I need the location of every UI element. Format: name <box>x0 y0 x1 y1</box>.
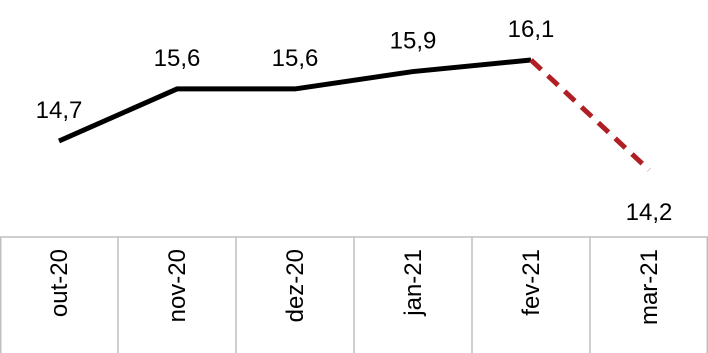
data-labels: 14,7 15,6 15,6 15,9 16,1 14,2 <box>36 16 673 226</box>
series-line-projection <box>529 58 651 172</box>
data-label: 16,1 <box>508 16 555 43</box>
x-axis <box>0 236 708 353</box>
data-label: 15,6 <box>154 45 201 72</box>
data-label: 14,2 <box>626 199 673 226</box>
series-lines <box>57 57 651 172</box>
series-line-actual <box>57 57 532 144</box>
data-label: 14,7 <box>36 97 83 124</box>
x-tick-labels: out-20 nov-20 dez-20 jan-21 fev-21 mar-21 <box>46 249 663 325</box>
x-tick-label: jan-21 <box>400 249 427 317</box>
data-label: 15,6 <box>272 45 319 72</box>
x-tick-label: mar-21 <box>636 249 663 325</box>
x-tick-label: fev-21 <box>518 249 545 316</box>
data-label: 15,9 <box>390 28 437 55</box>
x-tick-label: out-20 <box>46 249 73 317</box>
x-tick-label: dez-20 <box>282 249 309 322</box>
x-tick-label: nov-20 <box>164 249 191 322</box>
